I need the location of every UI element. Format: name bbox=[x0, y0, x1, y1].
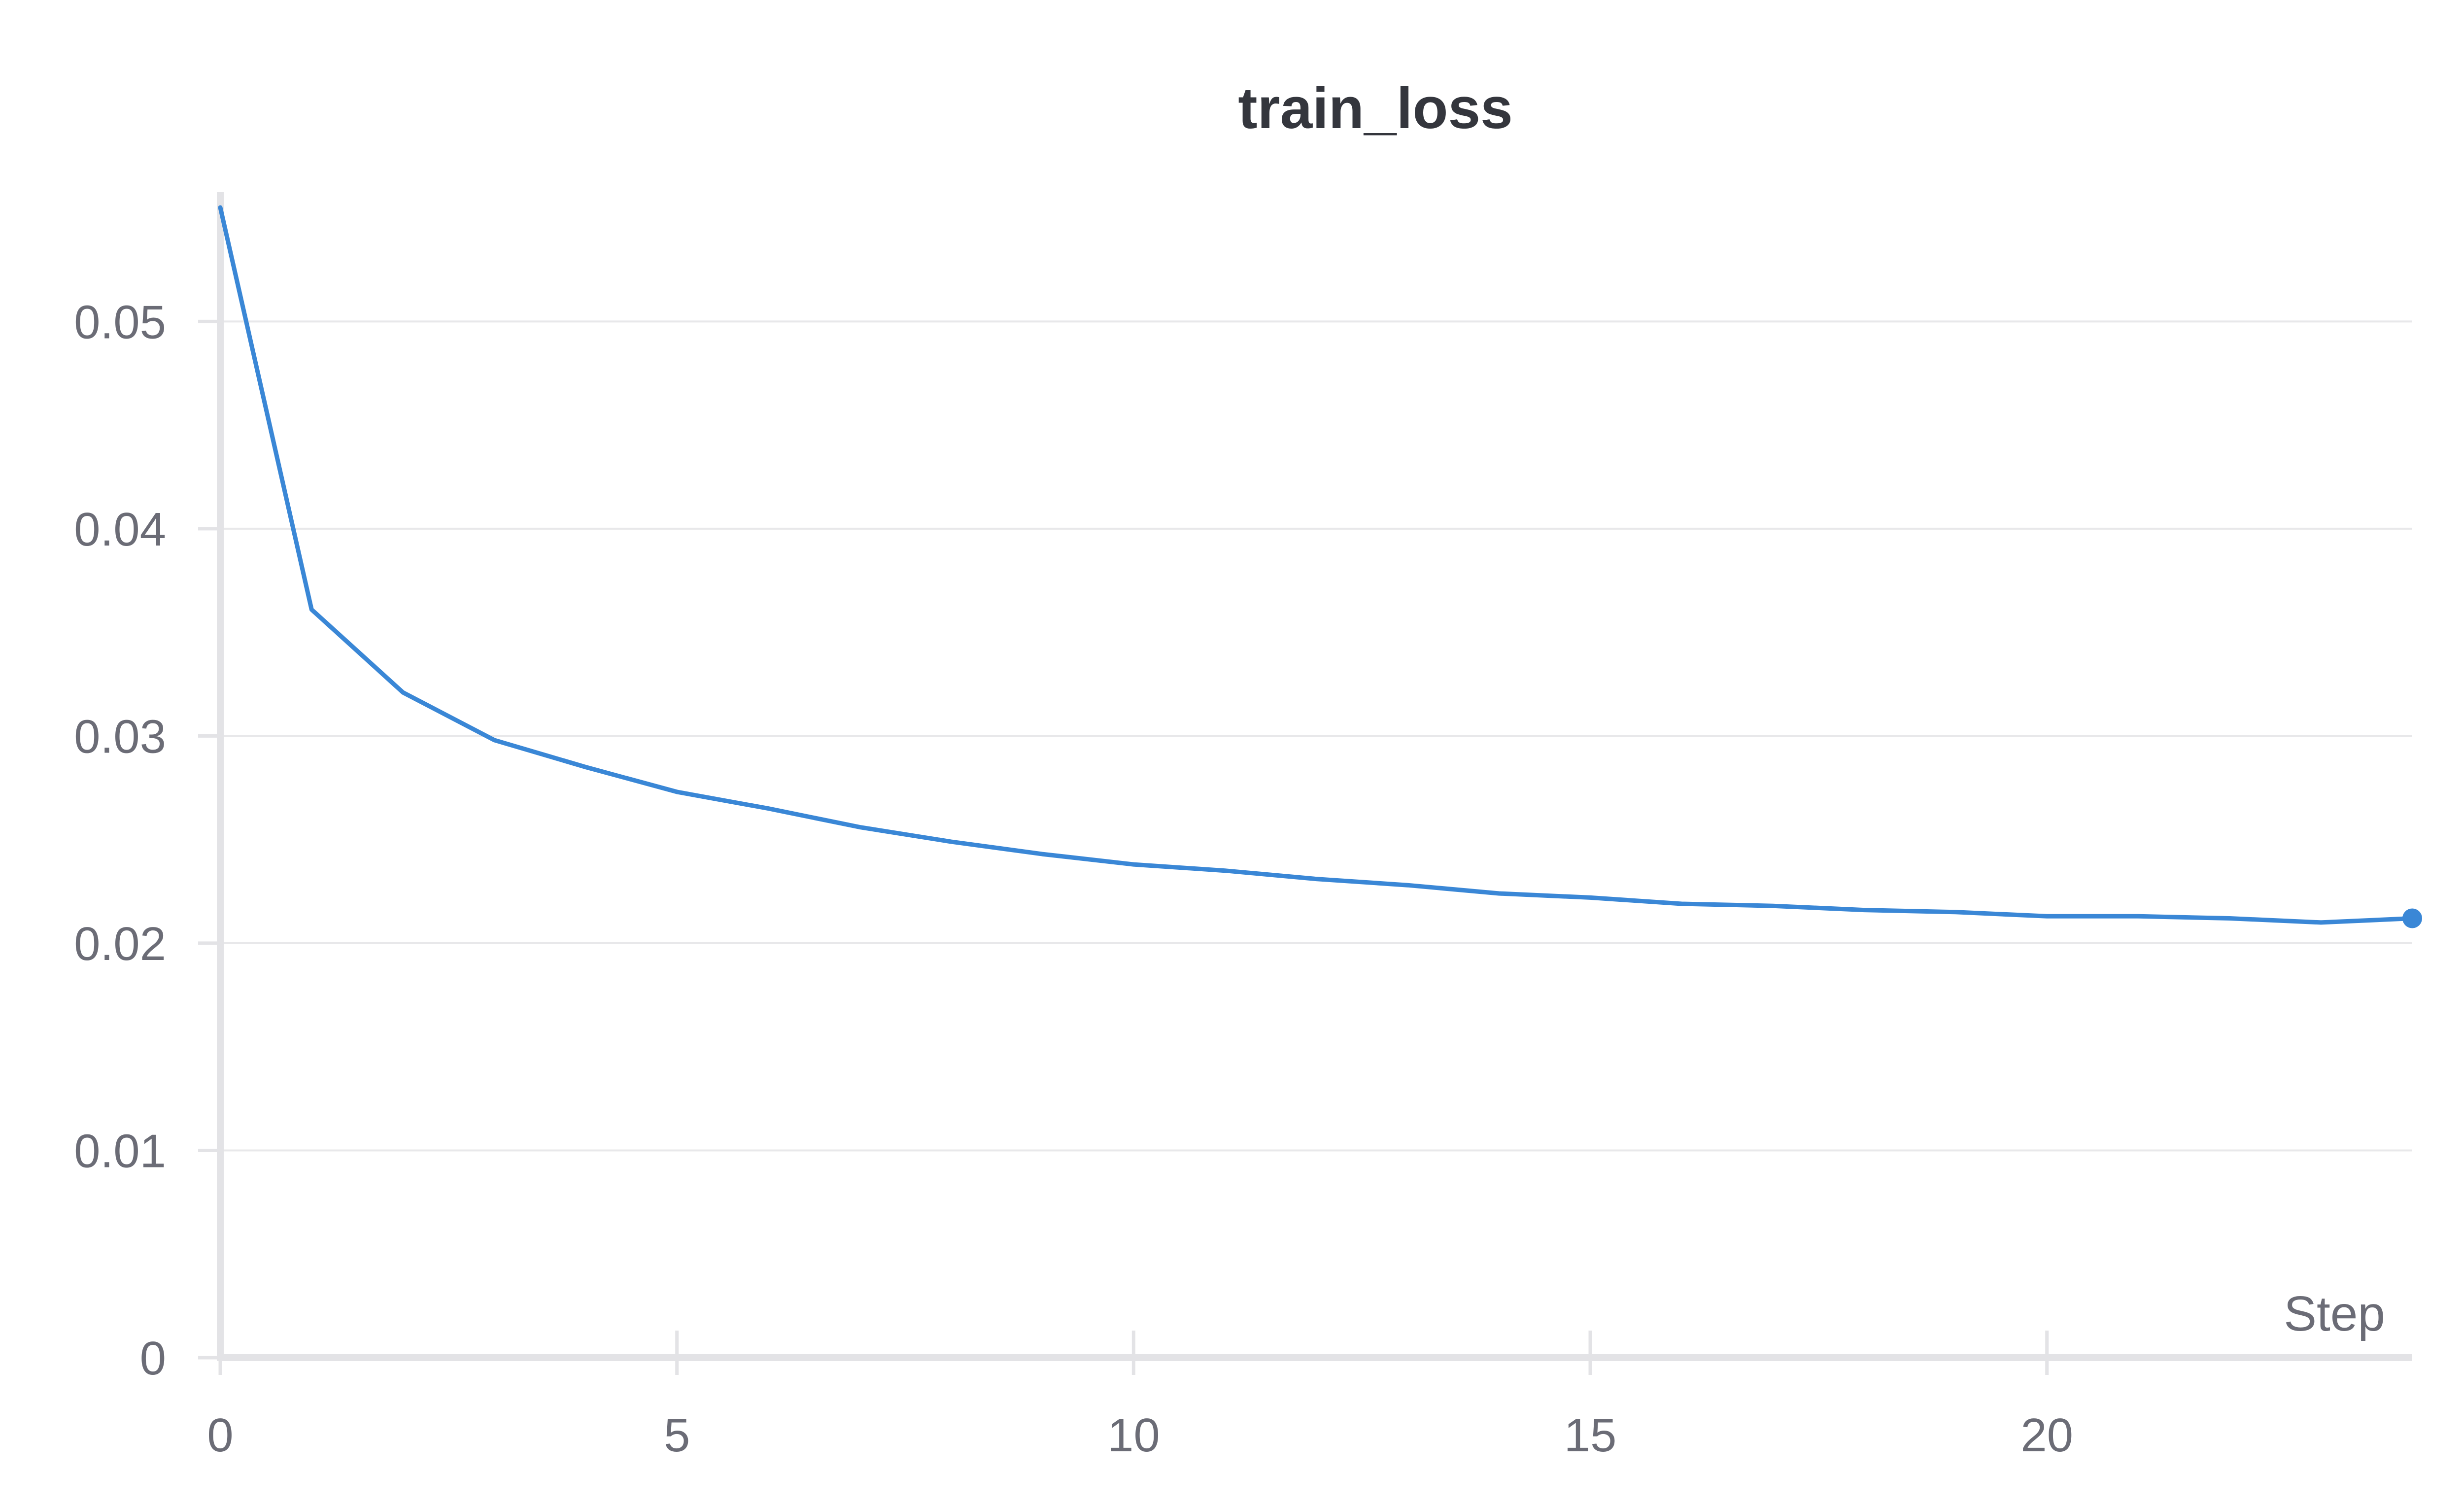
last-point-marker bbox=[2402, 908, 2422, 928]
data-point bbox=[1497, 891, 1502, 896]
data-point bbox=[2045, 914, 2050, 919]
data-point bbox=[1862, 908, 1867, 913]
x-tick-label: 15 bbox=[1564, 1409, 1617, 1462]
data-point bbox=[401, 690, 406, 695]
data-point bbox=[1771, 903, 1776, 908]
y-tick-label: 0.04 bbox=[74, 503, 166, 556]
y-tick-label: 0.05 bbox=[74, 296, 166, 348]
data-point bbox=[1131, 862, 1136, 867]
x-tick-label: 10 bbox=[1107, 1409, 1160, 1462]
data-point bbox=[2319, 920, 2324, 925]
data-point bbox=[675, 789, 680, 794]
data-point bbox=[766, 806, 771, 811]
data-point bbox=[949, 839, 954, 844]
data-point bbox=[492, 738, 497, 743]
data-point bbox=[2227, 916, 2232, 921]
data-point bbox=[583, 764, 588, 769]
y-tick-label: 0 bbox=[140, 1332, 166, 1385]
y-tick-label: 0.02 bbox=[74, 918, 166, 970]
series-layer bbox=[218, 205, 2422, 928]
x-tick-label: 5 bbox=[664, 1409, 690, 1462]
series-line bbox=[218, 205, 2415, 925]
y-axis-ticks: 0 0.01 0.02 0.03 0.04 0.05 bbox=[74, 296, 220, 1385]
data-point bbox=[1588, 895, 1593, 900]
y-tick-label: 0.03 bbox=[74, 710, 166, 763]
x-axis-ticks: 0 5 10 15 20 bbox=[207, 1331, 2073, 1462]
data-point bbox=[857, 824, 862, 829]
data-point bbox=[2136, 914, 2141, 919]
chart-title: train_loss bbox=[1238, 76, 1512, 141]
x-axis-title: Step bbox=[2284, 1286, 2385, 1341]
axes bbox=[217, 192, 2412, 1361]
data-point bbox=[1314, 877, 1319, 882]
data-point bbox=[1040, 852, 1045, 856]
y-tick-label: 0.01 bbox=[74, 1125, 166, 1177]
x-tick-label: 20 bbox=[2020, 1409, 2073, 1462]
data-point bbox=[1679, 901, 1684, 906]
data-point bbox=[309, 607, 314, 612]
x-tick-label: 0 bbox=[207, 1409, 233, 1462]
data-point bbox=[1223, 868, 1228, 873]
data-point bbox=[1953, 910, 1958, 915]
data-point bbox=[1405, 883, 1410, 888]
gridlines bbox=[220, 320, 2412, 1152]
data-point bbox=[218, 205, 223, 210]
